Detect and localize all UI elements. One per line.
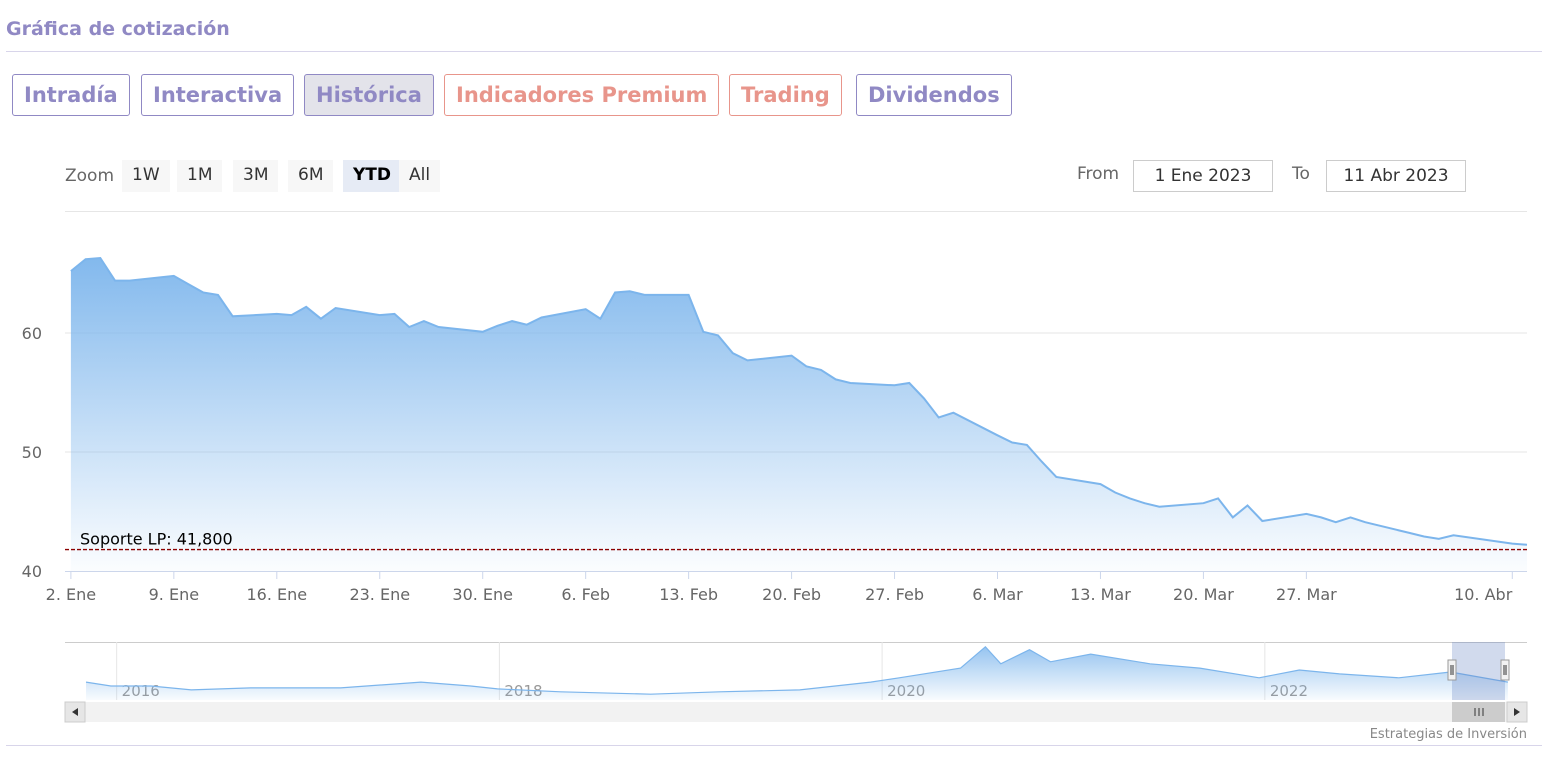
y-tick-label: 60 xyxy=(22,324,42,343)
zoom-button[interactable]: 1W xyxy=(122,160,170,192)
navigator-area xyxy=(86,646,1508,700)
handle-grip xyxy=(1450,665,1454,675)
zoom-button[interactable]: 6M xyxy=(288,160,334,192)
credit: Estrategias de Inversión xyxy=(1370,727,1527,742)
tab[interactable]: Histórica xyxy=(304,74,434,116)
zoom-button[interactable]: 3M xyxy=(233,160,279,192)
line xyxy=(70,256,1528,546)
thumb-grip xyxy=(1474,708,1484,716)
support-label: Soporte LP: 41,800 xyxy=(80,530,233,549)
x-tick-label: 10. Abr xyxy=(1454,585,1513,604)
y-tick-label: 40 xyxy=(22,562,42,581)
navigator-line xyxy=(85,645,1509,695)
zoom-label: Zoom xyxy=(65,166,115,186)
scrollbar-track xyxy=(65,702,1527,722)
x-tick-label: 20. Mar xyxy=(1173,585,1234,604)
zoom-button[interactable]: All xyxy=(399,160,441,192)
x-tick-label: 27. Feb xyxy=(865,585,924,604)
to-label: To xyxy=(1292,164,1310,184)
tab[interactable]: Dividendos xyxy=(856,74,1012,116)
x-tick-label: 13. Mar xyxy=(1070,585,1131,604)
from-input[interactable]: 1 Ene 2023 xyxy=(1133,160,1273,192)
divider xyxy=(6,745,1542,746)
navigator-handle[interactable] xyxy=(1447,659,1457,681)
x-tick-label: 9. Ene xyxy=(149,585,199,604)
to-input[interactable]: 11 Abr 2023 xyxy=(1326,160,1466,192)
tab[interactable]: Indicadores Premium xyxy=(444,74,720,116)
area xyxy=(70,258,1527,571)
x-tick-label: 30. Ene xyxy=(452,585,513,604)
x-tick-label: 20. Feb xyxy=(762,585,821,604)
x-tick-label: 16. Ene xyxy=(246,585,307,604)
arrow-right xyxy=(1514,708,1520,716)
zoom-button[interactable]: 1M xyxy=(177,160,223,192)
x-tick-label: 6. Feb xyxy=(561,585,610,604)
from-label: From xyxy=(1077,164,1120,184)
tab[interactable]: Intradía xyxy=(12,74,130,116)
x-tick-label: 6. Mar xyxy=(972,585,1023,604)
tab[interactable]: Interactiva xyxy=(141,74,295,116)
x-tick-label: 2. Ene xyxy=(46,585,96,604)
handle-grip xyxy=(1503,665,1507,675)
arrow-left xyxy=(72,708,78,716)
x-tick-label: 27. Mar xyxy=(1276,585,1337,604)
navigator-handle[interactable] xyxy=(1500,659,1510,681)
navigator-mask xyxy=(1452,642,1505,700)
section-title: Gráfica de cotización xyxy=(6,18,230,40)
tab[interactable]: Trading xyxy=(729,74,842,116)
x-tick-label: 23. Ene xyxy=(349,585,410,604)
y-tick-label: 50 xyxy=(22,443,42,462)
x-tick-label: 13. Feb xyxy=(659,585,718,604)
zoom-button[interactable]: YTD xyxy=(343,160,402,192)
divider xyxy=(6,51,1542,52)
